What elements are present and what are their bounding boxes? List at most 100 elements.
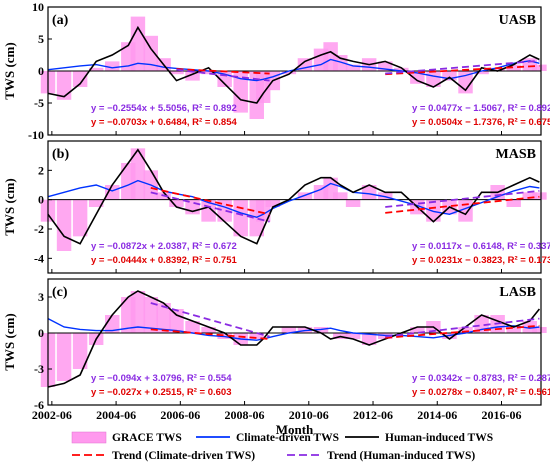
y-tick-label: 2 (38, 163, 44, 177)
grace-bar (233, 71, 248, 113)
regression-equation: y = −0.0444x + 0.8392, R² = 0.751 (91, 255, 238, 266)
grace-bar (297, 58, 313, 71)
grace-bar (522, 192, 537, 200)
trend-climate-line (150, 328, 270, 340)
x-tick-label: 2006-06 (160, 408, 200, 422)
grace-bar (361, 333, 377, 345)
x-tick-label: 2014-06 (417, 408, 457, 422)
grace-bar (130, 291, 146, 333)
x-tick-label: 2008-06 (225, 408, 265, 422)
regression-equation: y = 0.0278x − 0.8407, R² = 0.561 (412, 387, 550, 398)
trend-climate-line (150, 187, 270, 216)
trend-human-line (176, 68, 270, 82)
climate-driven-line (47, 179, 540, 219)
regression-equation: y = 0.0117x − 0.6148, R² = 0.337 (412, 241, 550, 252)
grace-bar (281, 327, 297, 333)
regression-equation: y = 0.0477x − 1.5067, R² = 0.892 (412, 103, 550, 114)
legend-swatch (71, 431, 107, 444)
human-induced-line (47, 148, 540, 245)
y-tick-label: 10 (32, 0, 44, 14)
grace-bar (532, 64, 547, 71)
y-axis-label: TWS (cm) (2, 42, 17, 99)
y-tick-label: 0 (38, 193, 44, 207)
grace-bar (506, 327, 521, 333)
y-tick-label: -3 (34, 362, 44, 376)
grace-bar (130, 16, 146, 72)
regression-equation: y = −0.094x + 3.0796, R² = 0.554 (91, 373, 232, 384)
panel-frame (47, 278, 542, 406)
grace-bar (265, 199, 281, 207)
grace-bar (185, 321, 200, 333)
trend-climate-line (385, 64, 540, 76)
grace-bar (201, 71, 216, 75)
y-axis-label: TWS (cm) (2, 313, 17, 370)
y-tick-label: 0 (38, 64, 44, 78)
grace-bar (532, 192, 547, 200)
y-tick-label: -10 (28, 128, 44, 142)
grace-bar (105, 61, 120, 71)
regression-equation: y = −0.0872x + 2.0387, R² = 0.672 (91, 241, 237, 252)
grace-bar (185, 71, 200, 81)
x-tick-label: 2002-06 (32, 408, 72, 422)
panel-masb: -4 -2 0 2 TWS (cm) (b) MASB y = −0.0872x + 2.03… (2, 140, 550, 274)
trend-human-line (150, 191, 270, 223)
grace-bar (72, 71, 88, 87)
panel-label: (a) (52, 13, 69, 28)
grace-bar (333, 192, 348, 200)
legend-label: Human-induced TWS (385, 432, 493, 444)
grace-bar (169, 71, 184, 75)
trend-climate-line (385, 324, 540, 339)
basin-label: MASB (496, 147, 536, 162)
grace-bar (345, 333, 361, 339)
legend-label: GRACE TWS (112, 432, 182, 444)
x-tick-label: 2010-06 (289, 408, 329, 422)
regression-equation: y = 0.0231x − 0.3823, R² = 0.173 (412, 255, 550, 266)
grace-bar (143, 35, 159, 71)
trend-human-line (385, 189, 540, 208)
legend-label: Trend (Human-induced TWS) (327, 450, 475, 462)
legend: GRACE TWS Climate-driven TWS Human-induced… (71, 431, 493, 462)
grace-bar (361, 185, 377, 200)
regression-equation: y = 0.0342x − 0.8783, R² = 0.287 (412, 373, 550, 384)
grace-bar (56, 333, 72, 381)
grace-bar (88, 199, 104, 207)
x-tick-label: 2012-06 (353, 408, 393, 422)
y-axis-label: TWS (cm) (2, 178, 17, 235)
grace-bar (249, 333, 264, 339)
panel-uasb: -10 -5 0 5 10 TWS (cm) (a) UASB y = −0.2554x + 5… (2, 0, 550, 142)
trend-climate-line (385, 195, 540, 214)
trend-human-line (385, 59, 540, 75)
grace-bar (143, 297, 159, 333)
grace-bar (394, 67, 409, 71)
panel-lasb: -6 -3 0 3 TWS (cm) (c) LASB y = −0.094x + 3.079… (2, 278, 550, 412)
grace-bar (281, 71, 297, 75)
regression-equation: y = −0.0703x + 0.6484, R² = 0.854 (91, 117, 238, 128)
grace-bar (169, 199, 184, 207)
y-tick-label: 5 (38, 32, 44, 46)
grace-bar (201, 327, 216, 333)
basin-label: LASB (499, 285, 536, 300)
y-tick-label: -5 (34, 96, 44, 110)
y-tick-label: -6 (34, 398, 44, 412)
grace-bar (72, 199, 88, 237)
trend-human-line (150, 302, 270, 338)
regression-equation: y = −0.027x + 0.2515, R² = 0.603 (91, 387, 232, 398)
trend-human-line (385, 317, 540, 338)
grace-bar (233, 199, 248, 237)
panel-frame (47, 140, 542, 274)
grace-bar (532, 327, 547, 333)
y-tick-label: 0 (38, 326, 44, 340)
grace-bar (345, 64, 361, 71)
grace-bar (169, 309, 184, 333)
grace-bar (72, 333, 88, 369)
legend-label: Climate-driven TWS (236, 432, 339, 444)
grace-bar (410, 327, 425, 333)
human-induced-line (47, 25, 540, 104)
climate-driven-line (47, 58, 540, 82)
grace-bar (506, 64, 521, 71)
x-tick-label: 2016-06 (481, 408, 521, 422)
grace-bar (506, 199, 521, 207)
grace-bar (105, 185, 120, 200)
y-tick-label: 3 (38, 290, 44, 304)
